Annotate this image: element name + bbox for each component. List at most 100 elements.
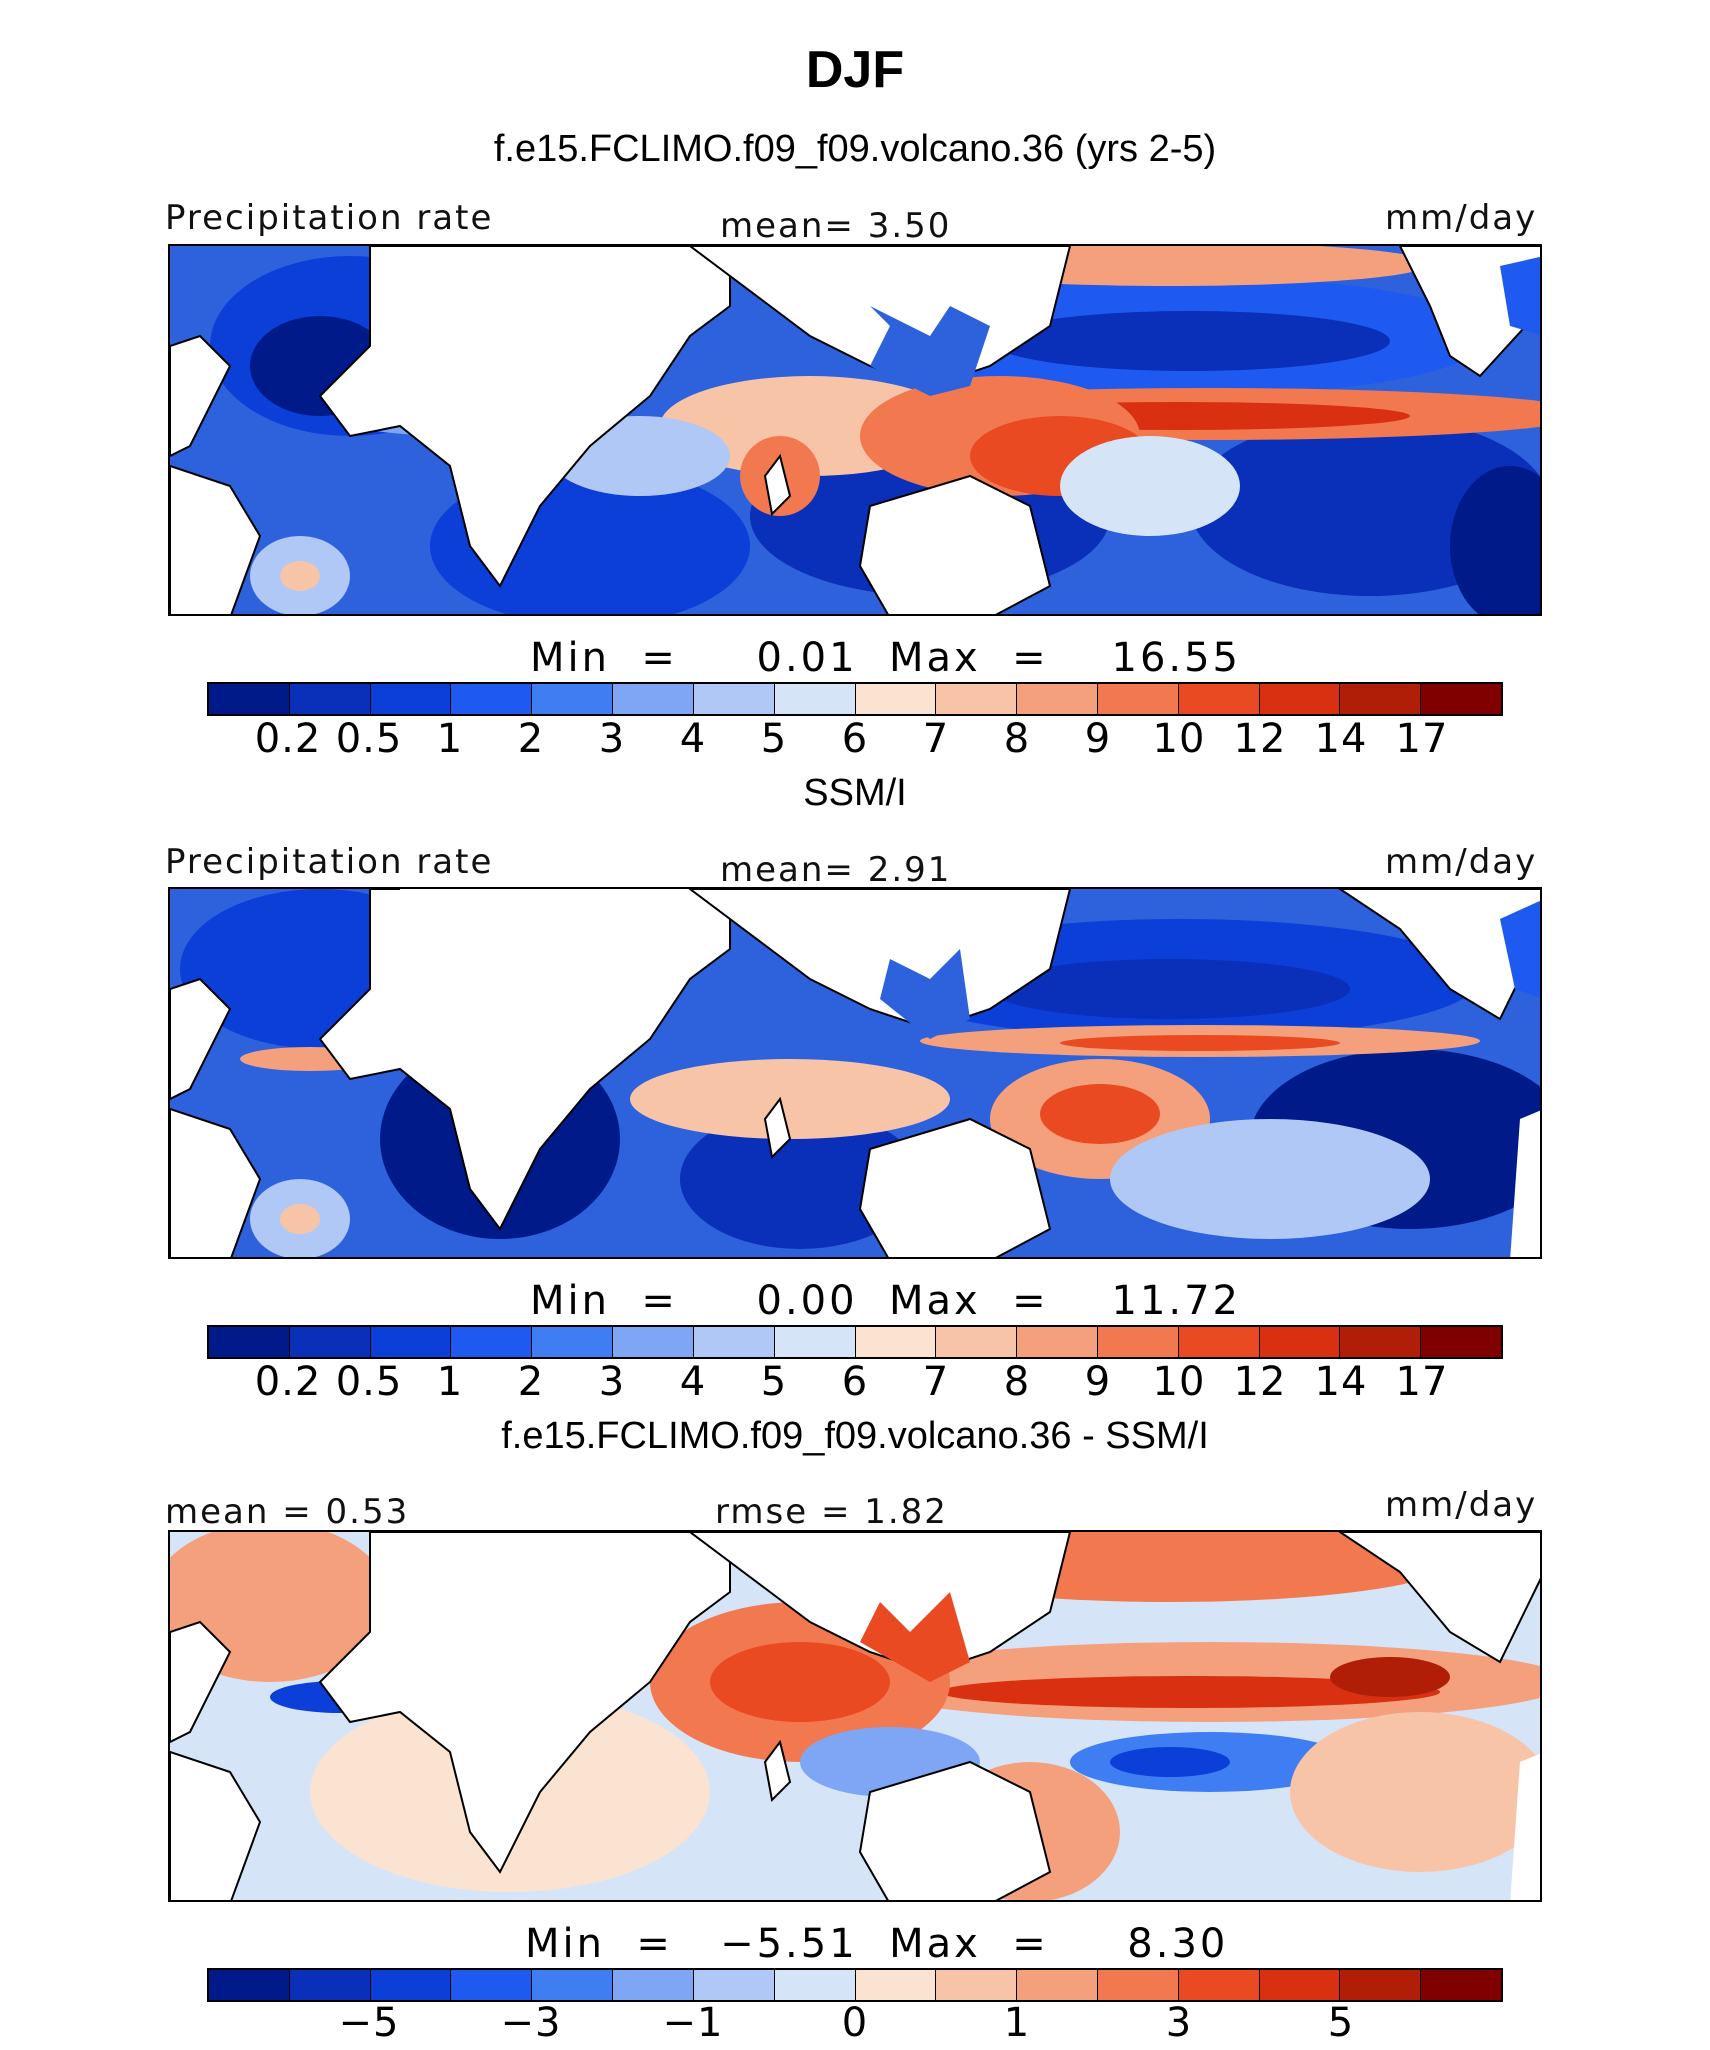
panel-2-mean-label: mean= 2.91 <box>720 850 952 890</box>
colorbar-swatch <box>532 1970 614 2000</box>
panel-1-subtitle: f.e15.FCLIMO.f09_f09.volcano.36 (yrs 2-5… <box>493 128 1217 170</box>
colorbar-swatch <box>451 1327 533 1357</box>
colorbar-swatch <box>1097 684 1179 714</box>
colorbar-tick-label: 0.5 <box>335 716 403 762</box>
colorbar-tick-label: 5 <box>760 716 788 762</box>
colorbar-swatch <box>289 1327 371 1357</box>
colorbar-tick-label: 5 <box>1327 2000 1355 2046</box>
colorbar-swatch <box>1259 1970 1341 2000</box>
colorbar-tick-label: 0.2 <box>254 716 322 762</box>
colorbar-tick-label: 5 <box>760 1359 788 1405</box>
colorbar-swatch <box>1340 1970 1422 2000</box>
colorbar-tick-label: 0.2 <box>254 1359 322 1405</box>
panel-2-subtitle: SSM/I <box>803 772 907 814</box>
colorbar-tick-label: 1 <box>436 1359 464 1405</box>
colorbar-swatch <box>1259 684 1341 714</box>
colorbar-tick-label: 2 <box>517 716 545 762</box>
panel-3-subtitle: f.e15.FCLIMO.f09_f09.volcano.36 - SSM/I <box>501 1415 1209 1457</box>
colorbar-tick-label: 0.5 <box>335 1359 403 1405</box>
colorbar-swatch <box>855 1970 937 2000</box>
colorbar-swatch <box>1017 684 1098 714</box>
colorbar-swatch <box>613 684 694 714</box>
colorbar-tick-label: 7 <box>922 1359 950 1405</box>
colorbar-swatch <box>613 1970 694 2000</box>
colorbar-swatch <box>209 1327 290 1357</box>
colorbar-tick-label: 12 <box>1233 716 1287 762</box>
panel-3-rmse-label: rmse = 1.82 <box>715 1492 948 1532</box>
colorbar-swatch <box>1178 1327 1260 1357</box>
colorbar-swatch <box>1340 684 1422 714</box>
colorbar-swatch <box>1097 1970 1179 2000</box>
colorbar-tick-label: 2 <box>517 1359 545 1405</box>
colorbar-tick-label: 14 <box>1314 1359 1368 1405</box>
colorbar-tick-label: 6 <box>841 716 869 762</box>
colorbar-tick-label: 10 <box>1152 716 1206 762</box>
panel-2-units-label: mm/day <box>1385 842 1538 882</box>
colorbar-tick-label: 8 <box>1003 1359 1031 1405</box>
panel-3-mean-label: mean = 0.53 <box>165 1492 410 1532</box>
colorbar-swatch <box>370 1327 452 1357</box>
panel-2-map-graphic <box>170 889 1540 1257</box>
colorbar-swatch <box>1340 1327 1422 1357</box>
colorbar-tick-label: 14 <box>1314 716 1368 762</box>
colorbar-swatch <box>209 1970 290 2000</box>
colorbar-tick-label: 17 <box>1395 1359 1449 1405</box>
panel-2-colorbar <box>207 1325 1503 1359</box>
colorbar-tick-label: 9 <box>1084 716 1112 762</box>
colorbar-swatch <box>1017 1327 1098 1357</box>
colorbar-tick-label: 3 <box>598 1359 626 1405</box>
colorbar-tick-label: 17 <box>1395 716 1449 762</box>
colorbar-tick-label: 3 <box>1165 2000 1193 2046</box>
colorbar-swatch <box>774 1970 856 2000</box>
colorbar-swatch <box>370 684 452 714</box>
colorbar-tick-label: 9 <box>1084 1359 1112 1405</box>
colorbar-swatch <box>209 684 290 714</box>
panel-3-minmax: Min = −5.51 Max = 8.30 <box>525 1921 1229 1967</box>
panel-1-minmax: Min = 0.01 Max = 16.55 <box>530 635 1241 681</box>
colorbar-swatch <box>1421 1970 1501 2000</box>
colorbar-swatch <box>936 1327 1018 1357</box>
colorbar-swatch <box>613 1327 694 1357</box>
colorbar-swatch <box>774 684 856 714</box>
panel-1-colorbar <box>207 682 1503 716</box>
panel-3-map-graphic <box>170 1532 1540 1900</box>
colorbar-swatch <box>936 1970 1018 2000</box>
panel-1-map <box>168 244 1542 616</box>
colorbar-tick-label: 10 <box>1152 1359 1206 1405</box>
colorbar-swatch <box>1097 1327 1179 1357</box>
colorbar-swatch <box>693 1327 775 1357</box>
panel-3-colorbar-ticks: −5 −3 −1 0 1 3 5 <box>207 2000 1503 2050</box>
panel-2-minmax: Min = 0.00 Max = 11.72 <box>530 1278 1241 1324</box>
colorbar-tick-label: 12 <box>1233 1359 1287 1405</box>
panel-1-colorbar-ticks: 0.2 0.5 1 2 3 4 5 6 7 8 9 10 12 14 17 <box>207 716 1503 766</box>
colorbar-swatch <box>1017 1970 1098 2000</box>
panel-2-colorbar-ticks: 0.2 0.5 1 2 3 4 5 6 7 8 9 10 12 14 17 <box>207 1359 1503 1409</box>
colorbar-swatch <box>855 684 937 714</box>
colorbar-tick-label: 0 <box>841 2000 869 2046</box>
colorbar-swatch <box>289 684 371 714</box>
colorbar-swatch <box>1259 1327 1341 1357</box>
colorbar-tick-label: −1 <box>662 2000 724 2046</box>
panel-1-map-graphic <box>170 246 1540 614</box>
panel-2-map <box>168 887 1542 1259</box>
colorbar-swatch <box>1421 1327 1501 1357</box>
colorbar-tick-label: 1 <box>1003 2000 1031 2046</box>
panel-1-mean-label: mean= 3.50 <box>720 206 952 246</box>
colorbar-swatch <box>451 684 533 714</box>
figure-title: DJF <box>805 41 905 99</box>
colorbar-tick-label: 6 <box>841 1359 869 1405</box>
colorbar-swatch <box>451 1970 533 2000</box>
colorbar-swatch <box>1178 684 1260 714</box>
colorbar-swatch <box>936 684 1018 714</box>
colorbar-swatch <box>1178 1970 1260 2000</box>
panel-2-variable-label: Precipitation rate <box>165 842 494 882</box>
colorbar-swatch <box>774 1327 856 1357</box>
colorbar-swatch <box>693 1970 775 2000</box>
colorbar-swatch <box>289 1970 371 2000</box>
colorbar-tick-label: 8 <box>1003 716 1031 762</box>
colorbar-tick-label: 4 <box>679 716 707 762</box>
colorbar-tick-label: 1 <box>436 716 464 762</box>
colorbar-swatch <box>532 684 614 714</box>
colorbar-swatch <box>855 1327 937 1357</box>
colorbar-tick-label: −5 <box>338 2000 400 2046</box>
